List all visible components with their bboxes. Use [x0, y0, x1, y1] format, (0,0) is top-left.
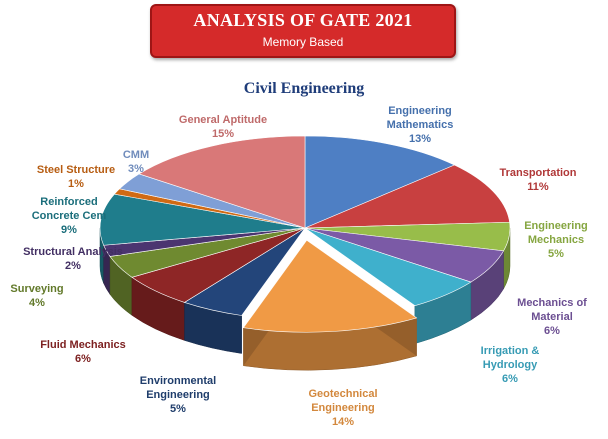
pie-labels: Engineering Mathematics 13% Transportation 1… [10, 105, 587, 428]
data-label: General Aptitude 15% [179, 114, 267, 140]
data-label: Engineering Mechanics 5% [524, 220, 588, 260]
pie-slice-geotechnical-engineering [242, 239, 418, 333]
pie-slice-engineering-mathematics [304, 135, 456, 229]
data-label: Reinforced Concrete Cem 9% [32, 196, 107, 236]
data-label: Fluid Mechanics 6% [40, 339, 126, 365]
pie-slice-transportation [304, 164, 510, 229]
pie-slice-irrigation-hydrology [304, 227, 472, 307]
data-label: Steel Structure 1% [37, 164, 115, 190]
pie-slice-reinforced-concrete-cem [99, 193, 306, 246]
data-label: Surveying 4% [10, 283, 63, 309]
data-label: CMM 3% [123, 149, 149, 175]
data-label: Transportation 11% [499, 167, 576, 193]
banner-title: ANALYSIS OF GATE 2021 [193, 10, 413, 30]
data-label: Environmental Engineering 5% [140, 375, 216, 415]
data-label: Mechanics of Material 6% [517, 297, 587, 337]
data-label: Irrigation & Hydrology 6% [481, 345, 540, 385]
pie-slice-general-aptitude [138, 135, 306, 229]
data-label: Geotechnical Engineering 14% [308, 388, 377, 428]
title-banner: ANALYSIS OF GATE 2021 Memory Based [150, 4, 456, 58]
chart-title: Civil Engineering [243, 80, 365, 97]
banner-subtitle: Memory Based [262, 35, 344, 49]
pie-tops [99, 135, 511, 333]
data-label: Engineering Mathematics 13% [387, 105, 454, 145]
data-label: Structural Analysis 2% [23, 246, 123, 272]
